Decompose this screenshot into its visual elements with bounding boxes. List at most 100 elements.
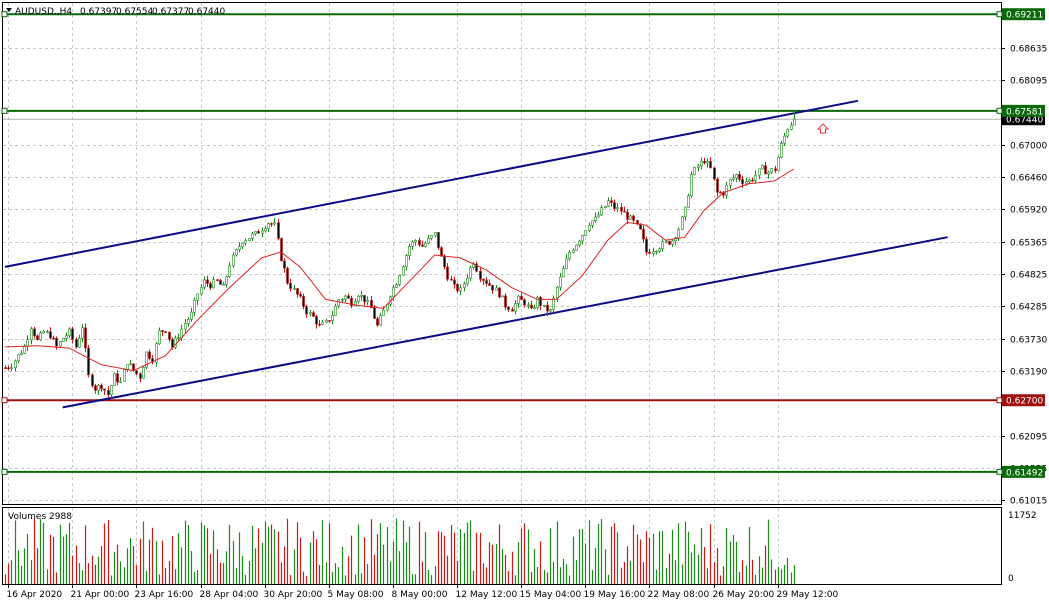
candle-body (427, 237, 430, 244)
candle-body (187, 319, 190, 324)
candle-body (639, 223, 642, 230)
current-price-label: 0.67440 (1006, 116, 1043, 126)
candle-body (331, 315, 334, 321)
candle-body (280, 238, 283, 262)
level-handle-right (996, 397, 1003, 404)
candle-body (783, 135, 786, 144)
candle-body (139, 373, 142, 379)
candle-body (697, 165, 700, 168)
candle-body (145, 351, 148, 368)
volume-max-label: 11752 (1008, 511, 1037, 521)
price-tick-label: 0.61015 (1010, 497, 1047, 507)
candle-body (277, 222, 280, 239)
candle-body (671, 240, 674, 245)
candle-body (690, 174, 693, 197)
candle-body (360, 294, 363, 297)
candle-body (748, 179, 751, 182)
candle-body (716, 178, 719, 193)
candle-body (312, 312, 315, 317)
candle-body (97, 384, 100, 391)
candle-body (357, 296, 360, 302)
candle-body (129, 363, 132, 366)
price-tick-label: 0.65365 (1010, 239, 1047, 249)
time-tick-label: 19 May 16:00 (584, 590, 646, 600)
candle-body (533, 307, 536, 309)
price-pane[interactable] (2, 2, 1002, 505)
candle-body (475, 263, 478, 272)
candle-body (392, 287, 395, 297)
level-price-label: 0.69211 (1006, 11, 1043, 21)
level-handle-right (996, 11, 1003, 18)
candle-body (379, 315, 382, 326)
candle-body (687, 195, 690, 208)
candle-body (498, 287, 501, 298)
candle-body (418, 240, 421, 246)
candle-body (219, 280, 222, 285)
symbol-label: AUDUSD.,H4 (15, 7, 72, 17)
candle-body (556, 286, 559, 299)
candle-body (296, 288, 299, 295)
candle-body (68, 328, 71, 336)
up-arrow-icon[interactable] (816, 123, 830, 134)
candle-body (293, 288, 296, 290)
candle-body (501, 295, 504, 298)
candle-body (549, 309, 552, 312)
channel-upper-line (4, 99, 859, 268)
time-tick-label: 16 Apr 2020 (7, 590, 63, 600)
candle-body (774, 168, 777, 171)
candle-body (735, 174, 738, 179)
candle-body (411, 241, 414, 247)
candle-body (604, 205, 607, 208)
level-handle-right (996, 107, 1003, 114)
candle-body (113, 373, 116, 386)
candle-body (344, 295, 347, 300)
candle-body (758, 168, 761, 176)
candle-body (703, 160, 706, 164)
candle-body (52, 337, 55, 340)
dropdown-triangle-icon[interactable] (6, 8, 12, 12)
candle-body (305, 306, 308, 315)
candle-body (613, 202, 616, 209)
candle-body (23, 346, 26, 354)
candle-body (373, 307, 376, 319)
candle-body (530, 304, 533, 309)
candle-body (4, 367, 7, 369)
candle-body (623, 210, 626, 213)
candle-body (421, 244, 424, 247)
candle-body (203, 279, 206, 288)
price-tick-label: 0.67000 (1010, 142, 1047, 152)
candle-body (581, 235, 584, 242)
time-tick-label: 23 Apr 16:00 (135, 590, 194, 600)
candle-body (681, 216, 684, 230)
candle-body (261, 230, 264, 234)
candle-body (370, 300, 373, 309)
candle-body (430, 235, 433, 239)
candle-body (507, 307, 510, 310)
price-tick-label: 0.64825 (1010, 271, 1047, 281)
volume-bars (4, 518, 796, 584)
candle-body (610, 200, 613, 203)
candle-body (562, 268, 565, 278)
candle-body (334, 305, 337, 316)
candle-body (107, 389, 110, 395)
candle-body (732, 177, 735, 180)
candle-body (81, 327, 84, 339)
candle-body (209, 283, 212, 289)
candle-body (527, 304, 530, 307)
candle-body (123, 369, 126, 382)
candle-body (665, 240, 668, 243)
candle-body (539, 297, 542, 306)
candle-body (434, 232, 437, 236)
candle-body (648, 251, 651, 254)
candle-body (216, 279, 219, 281)
volume-pane[interactable] (2, 507, 1002, 585)
candle-body (514, 303, 517, 312)
level-handle-left (1, 107, 8, 114)
time-tick-label: 29 May 12:00 (777, 590, 839, 600)
time-tick-label: 5 May 08:00 (328, 590, 384, 600)
candle-body (158, 330, 161, 344)
candle-body (376, 318, 379, 326)
time-axis[interactable]: 16 Apr 2020 21 Apr 00:00 23 Apr 16:00 28 Ap… (7, 584, 839, 600)
candle-body (719, 191, 722, 194)
candle-body (616, 206, 619, 209)
